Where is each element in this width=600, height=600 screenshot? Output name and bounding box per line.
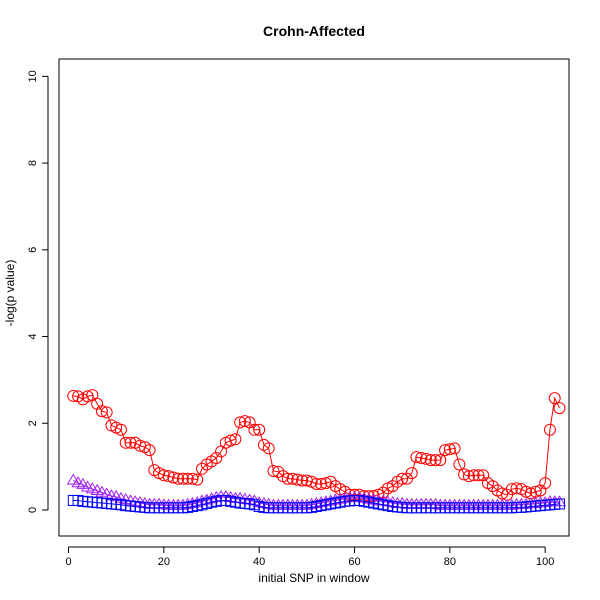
data-point bbox=[281, 472, 294, 485]
data-point bbox=[253, 423, 266, 436]
data-point bbox=[543, 423, 556, 436]
data-point bbox=[377, 486, 390, 499]
data-point bbox=[448, 442, 461, 455]
data-point bbox=[439, 444, 452, 457]
data-point bbox=[248, 423, 261, 436]
data-point bbox=[143, 444, 156, 457]
y-tick-label: 0 bbox=[27, 507, 39, 513]
data-point bbox=[181, 472, 194, 485]
data-point bbox=[548, 392, 561, 405]
data-point bbox=[553, 402, 566, 415]
data-point bbox=[191, 473, 204, 486]
x-axis-label: initial SNP in window bbox=[258, 571, 369, 585]
data-point bbox=[229, 433, 242, 446]
data-point bbox=[386, 480, 399, 493]
x-tick-label: 40 bbox=[253, 556, 265, 568]
data-point bbox=[434, 454, 447, 467]
data-point bbox=[157, 469, 170, 482]
data-point bbox=[186, 472, 199, 485]
series-circle bbox=[67, 389, 566, 503]
series-square bbox=[67, 494, 565, 514]
data-point bbox=[520, 485, 533, 498]
data-point bbox=[114, 423, 127, 436]
data-point bbox=[262, 442, 275, 455]
data-point bbox=[505, 483, 518, 496]
data-point bbox=[486, 480, 499, 493]
data-point bbox=[286, 472, 299, 485]
y-tick-label: 6 bbox=[27, 247, 39, 253]
data-point bbox=[272, 465, 285, 478]
data-point bbox=[195, 462, 208, 475]
data-point bbox=[119, 436, 132, 449]
data-point bbox=[172, 472, 185, 485]
y-tick-label: 10 bbox=[27, 70, 39, 82]
x-tick-label: 0 bbox=[65, 556, 71, 568]
data-point bbox=[267, 464, 280, 477]
y-axis-label: -log(p value) bbox=[3, 260, 17, 327]
data-point bbox=[291, 473, 304, 486]
data-point bbox=[458, 468, 471, 481]
axes-layer: 0 20 40 60 80 100 0 2 4 6 8 10 bbox=[27, 70, 554, 568]
data-point bbox=[539, 477, 552, 490]
data-point bbox=[467, 469, 480, 482]
data-point bbox=[81, 390, 94, 403]
series-layer bbox=[66, 389, 567, 514]
data-point bbox=[234, 416, 247, 429]
x-tick-label: 100 bbox=[536, 556, 554, 568]
chart-title: Crohn-Affected bbox=[263, 23, 365, 39]
data-point bbox=[462, 470, 475, 483]
y-tick-label: 8 bbox=[27, 160, 39, 166]
data-point bbox=[66, 473, 80, 485]
data-point bbox=[472, 469, 485, 482]
data-point bbox=[224, 434, 237, 447]
data-point bbox=[410, 451, 423, 464]
data-point bbox=[420, 452, 433, 465]
data-point bbox=[162, 470, 175, 483]
data-point bbox=[76, 477, 90, 489]
data-point bbox=[424, 454, 437, 467]
data-point bbox=[553, 498, 565, 510]
data-point bbox=[296, 474, 309, 487]
x-tick-label: 60 bbox=[348, 556, 360, 568]
x-tick-label: 20 bbox=[158, 556, 170, 568]
data-point bbox=[453, 458, 466, 471]
data-point bbox=[429, 454, 442, 467]
data-point bbox=[405, 467, 418, 480]
data-point bbox=[167, 471, 180, 484]
x-tick-label: 80 bbox=[444, 556, 456, 568]
y-tick-label: 4 bbox=[27, 333, 39, 339]
data-point bbox=[443, 443, 456, 456]
data-point bbox=[210, 451, 223, 464]
data-point bbox=[100, 406, 113, 419]
data-point bbox=[324, 475, 337, 488]
data-point bbox=[95, 405, 108, 418]
plot-frame bbox=[58, 58, 570, 537]
data-point bbox=[310, 477, 323, 490]
data-point bbox=[315, 477, 328, 490]
data-point bbox=[176, 472, 189, 485]
data-point bbox=[396, 472, 409, 485]
data-point bbox=[238, 415, 251, 428]
y-tick-label: 2 bbox=[27, 420, 39, 426]
data-point bbox=[415, 451, 428, 464]
